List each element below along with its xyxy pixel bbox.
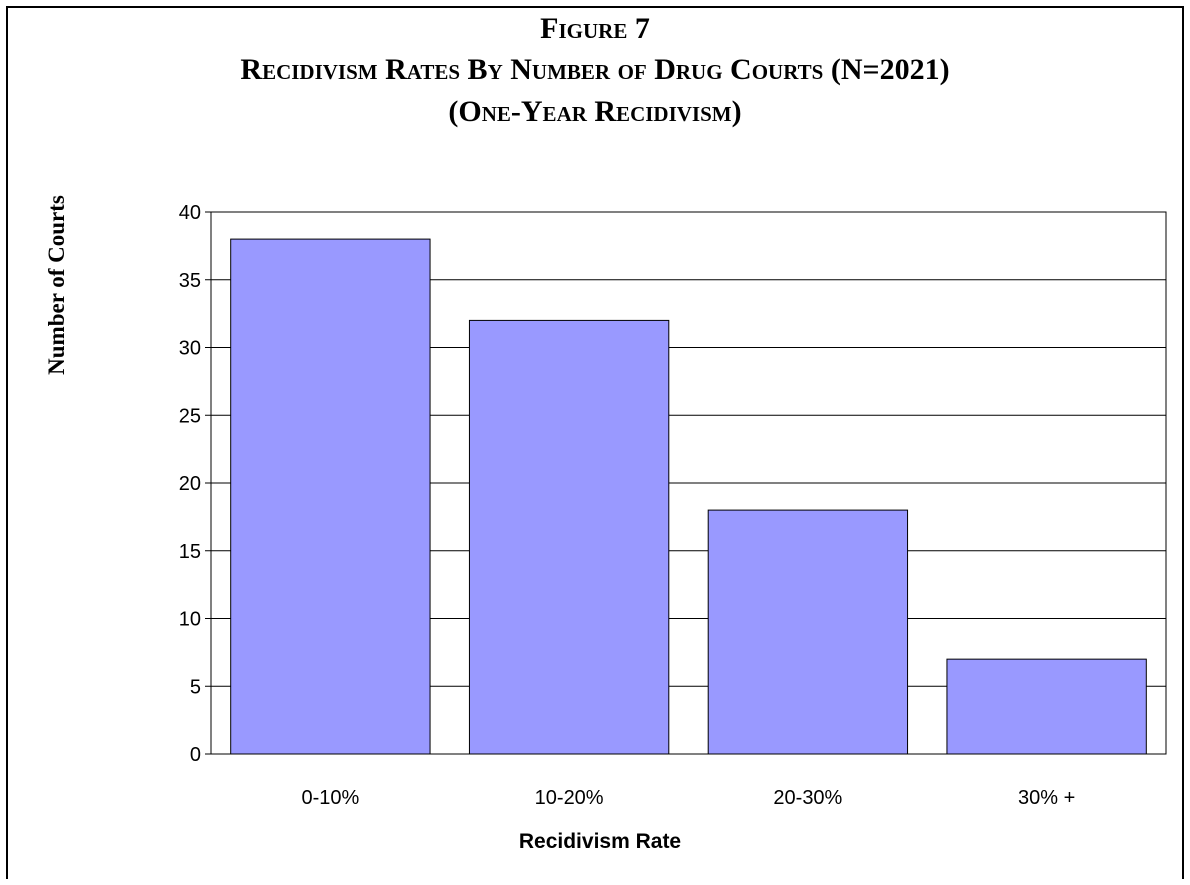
bar-2 — [468, 319, 670, 755]
bar-4 — [946, 658, 1147, 755]
y-tick-label: 10 — [179, 609, 201, 631]
x-tick-label: 10-20% — [535, 787, 604, 809]
y-tick-label: 20 — [179, 473, 201, 495]
y-tick-label: 0 — [190, 744, 201, 766]
x-axis-ticks: 0-10% 10-20% 20-30% 30% + — [301, 787, 1075, 809]
chart-title-text: Recidivism Rates By Number of Drug Court… — [240, 53, 950, 86]
y-axis-ticks: 0 5 10 15 20 25 30 35 40 — [179, 202, 211, 766]
chart-title: Recidivism Rates By Number of Drug Court… — [0, 52, 1190, 88]
chart-subtitle: (One-Year Recidivism) — [0, 94, 1190, 130]
x-tick-label: 20-30% — [773, 787, 842, 809]
y-tick-label: 35 — [179, 270, 201, 292]
bar-3 — [707, 509, 909, 755]
figure-border — [6, 6, 1184, 879]
y-tick-label: 5 — [190, 676, 201, 698]
y-tick-label: 40 — [179, 202, 201, 224]
y-tick-label: 15 — [179, 541, 201, 563]
figure-number: Figure 7 — [0, 11, 1190, 47]
bars — [230, 238, 1147, 755]
y-tick-label: 25 — [179, 405, 201, 427]
chart-subtitle-text: (One-Year Recidivism) — [448, 95, 742, 128]
x-tick-label: 30% + — [1018, 787, 1075, 809]
figure-number-text: Figure 7 — [540, 12, 650, 45]
x-axis-label: Recidivism Rate — [518, 830, 682, 853]
x-tick-label: 0-10% — [301, 787, 359, 809]
y-tick-label: 30 — [179, 338, 201, 360]
bar-1 — [230, 238, 431, 755]
